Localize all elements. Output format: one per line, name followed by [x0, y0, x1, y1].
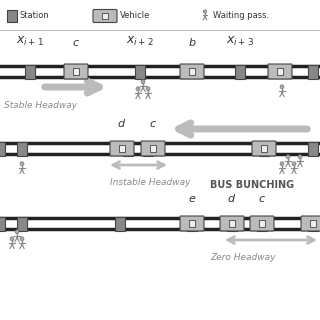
Bar — [189, 68, 195, 75]
Text: $\mathbf{\mathit{x}}_{i+1}$: $\mathbf{\mathit{x}}_{i+1}$ — [16, 35, 44, 48]
Text: $e$: $e$ — [188, 194, 196, 204]
Circle shape — [298, 155, 302, 159]
Bar — [261, 145, 267, 152]
Bar — [102, 13, 108, 19]
Text: Stable Headway: Stable Headway — [4, 101, 77, 110]
Bar — [229, 220, 235, 227]
Circle shape — [15, 230, 19, 234]
Bar — [73, 68, 79, 75]
FancyBboxPatch shape — [250, 216, 274, 231]
Text: Zero Headway: Zero Headway — [210, 253, 276, 262]
Circle shape — [280, 85, 284, 89]
Text: BUS BUNCHING: BUS BUNCHING — [210, 180, 294, 190]
Bar — [235, 65, 245, 78]
Circle shape — [10, 237, 14, 241]
Bar — [0, 141, 5, 156]
Bar — [259, 141, 269, 156]
Bar — [257, 217, 267, 230]
Bar — [0, 218, 320, 229]
Circle shape — [20, 162, 24, 166]
Circle shape — [20, 237, 24, 241]
Text: Vehicle: Vehicle — [120, 12, 150, 20]
Bar — [259, 220, 265, 227]
Bar — [143, 141, 153, 156]
Circle shape — [141, 80, 145, 84]
Bar — [308, 65, 318, 78]
Bar — [123, 141, 133, 156]
Bar — [25, 65, 35, 78]
FancyBboxPatch shape — [301, 216, 320, 231]
Bar — [0, 66, 320, 77]
Bar — [7, 10, 17, 22]
FancyBboxPatch shape — [220, 216, 244, 231]
Circle shape — [286, 155, 290, 159]
Bar — [17, 217, 27, 230]
Circle shape — [292, 162, 296, 166]
FancyBboxPatch shape — [180, 216, 204, 231]
Bar — [277, 68, 283, 75]
Text: $c$: $c$ — [72, 38, 80, 48]
FancyBboxPatch shape — [110, 141, 134, 156]
Text: $d$: $d$ — [228, 192, 236, 204]
Text: Waiting pass.: Waiting pass. — [213, 12, 269, 20]
FancyBboxPatch shape — [141, 141, 165, 156]
Bar — [227, 217, 237, 230]
FancyBboxPatch shape — [268, 64, 292, 79]
Text: $\mathbf{\mathit{x}}_{i+3}$: $\mathbf{\mathit{x}}_{i+3}$ — [226, 35, 254, 48]
Bar — [310, 220, 316, 227]
Text: $\mathbf{\mathit{x}}_{i+2}$: $\mathbf{\mathit{x}}_{i+2}$ — [126, 35, 154, 48]
Bar — [0, 217, 5, 230]
FancyBboxPatch shape — [180, 64, 204, 79]
FancyBboxPatch shape — [64, 64, 88, 79]
Bar — [308, 141, 318, 156]
Text: $d$: $d$ — [117, 117, 126, 129]
Bar — [308, 217, 318, 230]
Circle shape — [136, 87, 140, 91]
Bar — [150, 145, 156, 152]
Bar — [0, 143, 320, 154]
Bar — [115, 217, 125, 230]
Bar — [17, 141, 27, 156]
Bar — [119, 145, 125, 152]
FancyBboxPatch shape — [93, 10, 117, 22]
Text: $c$: $c$ — [258, 194, 266, 204]
Text: $b$: $b$ — [188, 36, 196, 48]
Bar — [135, 65, 145, 78]
Bar — [189, 220, 195, 227]
Text: Instable Headway: Instable Headway — [110, 178, 190, 187]
FancyBboxPatch shape — [252, 141, 276, 156]
Text: $c$: $c$ — [149, 119, 157, 129]
Circle shape — [146, 87, 150, 91]
Circle shape — [280, 162, 284, 166]
Text: Station: Station — [20, 12, 50, 20]
Circle shape — [203, 10, 207, 13]
Bar — [187, 217, 197, 230]
